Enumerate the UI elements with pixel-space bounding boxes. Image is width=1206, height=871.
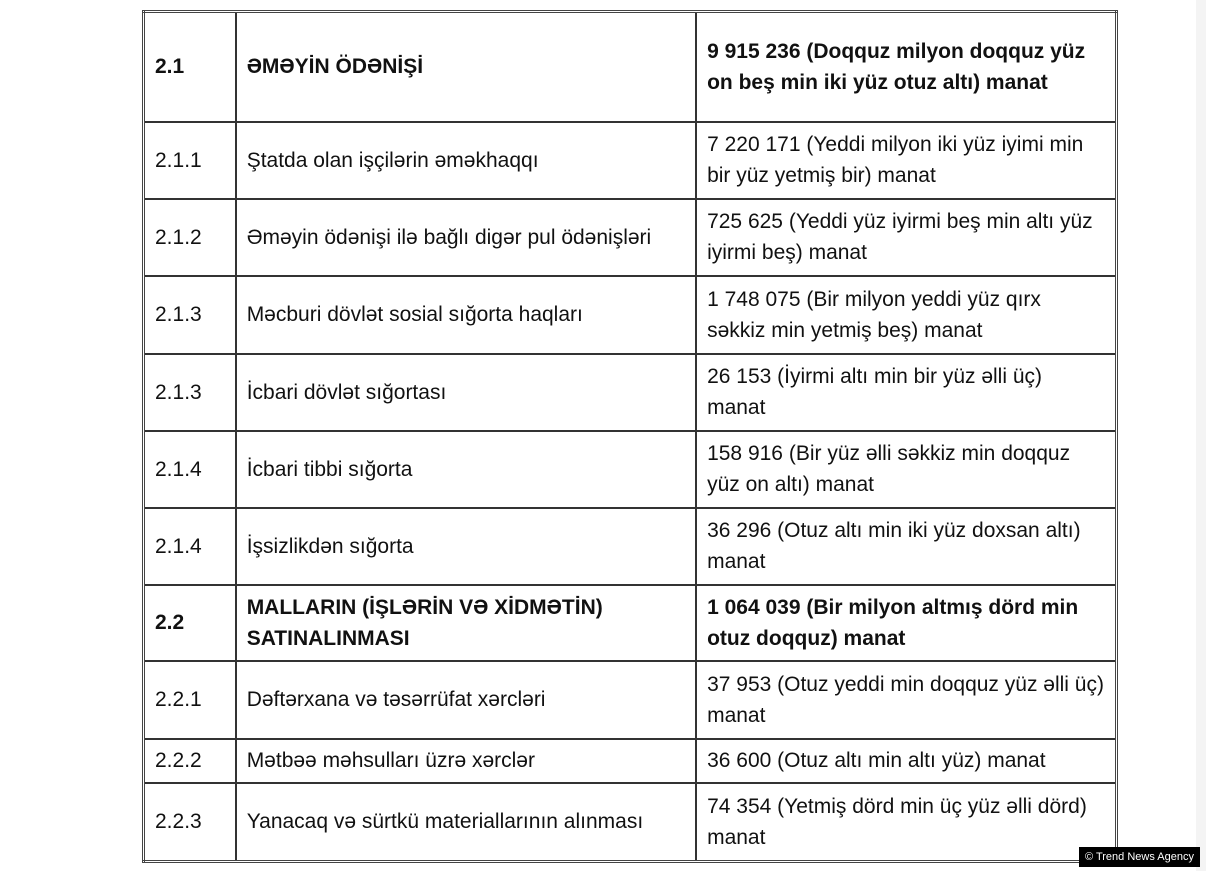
row-amount: 36 296 (Otuz altı min iki yüz doxsan alt… (695, 506, 1118, 586)
row-code: 2.1.3 (142, 274, 237, 355)
row-amount: 37 953 (Otuz yeddi min doqquz yüz əlli ü… (695, 659, 1118, 740)
row-code: 2.2.1 (142, 659, 237, 740)
row-amount: 26 153 (İyirmi altı min bir yüz əlli üç)… (695, 352, 1118, 432)
row-name: Əməyin ödənişi ilə bağlı digər pul ödəni… (234, 197, 698, 277)
row-code: 2.2.2 (142, 737, 237, 784)
row-name: Dəftərxana və təsərrüfat xərcləri (234, 659, 698, 740)
row-name: İcbari tibbi sığorta (234, 429, 698, 509)
row-name: Mətbəə məhsulları üzrə xərclər (234, 737, 698, 784)
table-row: 2.1.4 İşsizlikdən sığorta 36 296 (Otuz alt… (142, 506, 1118, 586)
row-code: 2.1.2 (142, 197, 237, 277)
row-name: Yanacaq və sürtkü materiallarının alınma… (234, 781, 698, 863)
row-amount: 9 915 236 (Doqquz milyon doqquz yüz on b… (695, 10, 1118, 123)
page-edge (1196, 0, 1206, 871)
table-row: 2.1 ƏMƏYİN ÖDƏNİŞİ 9 915 236 (Doqquz milyo… (142, 10, 1118, 123)
table-row: 2.1.1 Ştatda olan işçilərin əməkhaqqı 7 22… (142, 120, 1118, 200)
row-amount: 7 220 171 (Yeddi milyon iki yüz iyimi mi… (695, 120, 1118, 200)
row-name: Ştatda olan işçilərin əməkhaqqı (234, 120, 698, 200)
table-row: 2.1.2 Əməyin ödənişi ilə bağlı digər pul … (142, 197, 1118, 277)
row-amount: 36 600 (Otuz altı min altı yüz) manat (695, 737, 1118, 784)
row-code: 2.1.4 (142, 506, 237, 586)
row-amount: 74 354 (Yetmiş dörd min üç yüz əlli dörd… (695, 781, 1118, 863)
row-name: İcbari dövlət sığortası (234, 352, 698, 432)
row-amount: 725 625 (Yeddi yüz iyirmi beş min altı y… (695, 197, 1118, 277)
row-code: 2.2 (142, 583, 237, 662)
table-row: 2.2.1 Dəftərxana və təsərrüfat xərcləri 37… (142, 659, 1118, 740)
row-code: 2.1.4 (142, 429, 237, 509)
row-code: 2.1.3 (142, 352, 237, 432)
row-name: MALLARIN (İŞLƏRİN VƏ XİDMƏTİN) SATINALIN… (234, 583, 698, 662)
table-row: 2.1.3 İcbari dövlət sığortası 26 153 (İyir… (142, 352, 1118, 432)
table-row: 2.2.3 Yanacaq və sürtkü materiallarının a… (142, 781, 1118, 863)
table-row: 2.2.2 Mətbəə məhsulları üzrə xərclər 36 60… (142, 737, 1118, 784)
row-amount: 1 064 039 (Bir milyon altmış dörd min ot… (695, 583, 1118, 662)
watermark: © Trend News Agency (1079, 847, 1200, 867)
table-row: 2.1.4 İcbari tibbi sığorta 158 916 (Bir yü… (142, 429, 1118, 509)
row-amount: 158 916 (Bir yüz əlli səkkiz min doqquz … (695, 429, 1118, 509)
row-name: Məcburi dövlət sosial sığorta haqları (234, 274, 698, 355)
row-name: İşsizlikdən sığorta (234, 506, 698, 586)
row-code: 2.1 (142, 10, 237, 123)
row-code: 2.1.1 (142, 120, 237, 200)
table-row: 2.1.3 Məcburi dövlət sosial sığorta haqla… (142, 274, 1118, 355)
row-amount: 1 748 075 (Bir milyon yeddi yüz qırx sək… (695, 274, 1118, 355)
row-name: ƏMƏYİN ÖDƏNİŞİ (234, 10, 698, 123)
row-code: 2.2.3 (142, 781, 237, 863)
table-row: 2.2 MALLARIN (İŞLƏRİN VƏ XİDMƏTİN) SATINA… (142, 583, 1118, 662)
budget-table: 2.1 ƏMƏYİN ÖDƏNİŞİ 9 915 236 (Doqquz milyo… (142, 10, 1118, 863)
